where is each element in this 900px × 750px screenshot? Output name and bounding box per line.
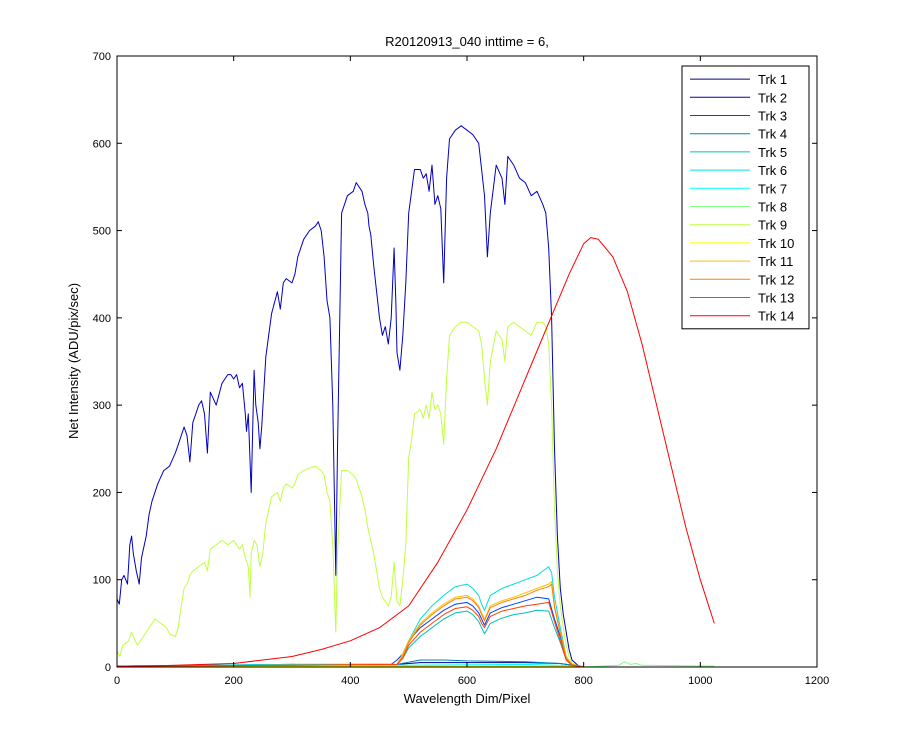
series-line-trk-12 (116, 583, 715, 668)
y-axis-label: Net Intensity (ADU/pix/sec) (66, 283, 81, 439)
y-tick-label: 200 (93, 487, 111, 499)
series-line-trk-3 (116, 596, 715, 668)
legend-label-trk-5: Trk 5 (758, 145, 787, 160)
x-tick-label: 1200 (805, 675, 829, 687)
series-line-trk-9 (116, 321, 715, 668)
legend-label-trk-10: Trk 10 (758, 236, 794, 251)
x-tick-label: 600 (458, 675, 476, 687)
chart-title: R20120913_040 inttime = 6, (385, 34, 549, 49)
y-tick-label: 600 (93, 138, 111, 150)
legend-label-trk-3: Trk 3 (758, 109, 787, 124)
tick-layer: 0 200 400 600 800 1000 1200 0 100 200 300 400 500 600… (93, 51, 830, 687)
legend: Trk 1 Trk 2 Trk 3 Trk 4 Trk 5 Trk 6 Trk 7 Trk 8… (681, 65, 810, 330)
series-line-trk-6 (116, 566, 715, 668)
x-tick-label: 400 (341, 675, 359, 687)
legend-label-trk-14: Trk 14 (758, 309, 794, 324)
legend-label-trk-6: Trk 6 (758, 163, 787, 178)
x-tick-label: 1000 (688, 675, 712, 687)
y-tick-label: 300 (93, 400, 111, 412)
legend-label-trk-4: Trk 4 (758, 127, 787, 142)
series-line-trk-5 (116, 609, 715, 668)
legend-label-trk-8: Trk 8 (758, 200, 787, 215)
series-line-trk-2 (116, 125, 715, 668)
series-line-trk-13 (116, 601, 715, 668)
legend-label-trk-2: Trk 2 (758, 90, 787, 105)
legend-label-trk-13: Trk 13 (758, 291, 794, 306)
x-tick-label: 0 (114, 675, 120, 687)
series-line-trk-14 (117, 237, 715, 667)
y-tick-label: 400 (93, 313, 111, 325)
legend-label-trk-12: Trk 12 (758, 272, 794, 287)
x-axis-label: Wavelength Dim/Pixel (404, 691, 531, 706)
legend-label-trk-7: Trk 7 (758, 181, 787, 196)
y-tick-label: 500 (93, 226, 111, 238)
x-tick-label: 800 (574, 675, 592, 687)
legend-label-trk-11: Trk 11 (758, 254, 793, 269)
legend-label-trk-9: Trk 9 (758, 218, 787, 233)
y-tick-label: 100 (93, 575, 111, 587)
legend-box (681, 65, 810, 330)
legend-label-trk-1: Trk 1 (758, 72, 787, 87)
x-tick-label: 200 (224, 675, 242, 687)
y-tick-label: 700 (93, 51, 111, 63)
y-tick-label: 0 (105, 662, 111, 674)
